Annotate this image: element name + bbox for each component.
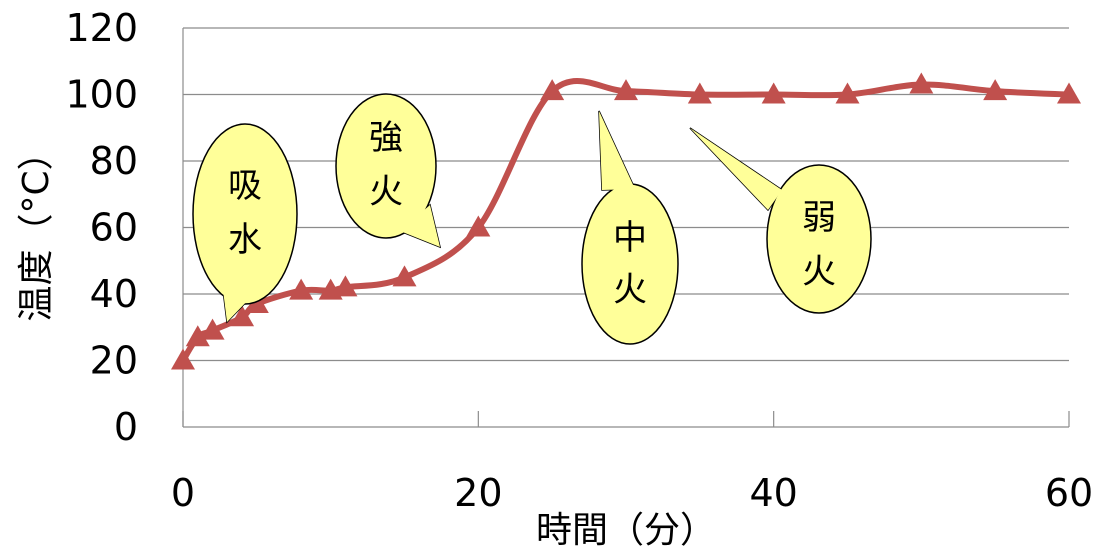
bubble-text: 水 bbox=[228, 220, 262, 260]
y-tick-label: 80 bbox=[90, 139, 138, 183]
data-point-marker bbox=[200, 318, 225, 340]
bubble-body bbox=[335, 93, 437, 239]
bubble-body bbox=[581, 183, 679, 345]
bubble-text: 吸 bbox=[228, 166, 262, 206]
x-axis-title: 時間（分） bbox=[536, 510, 716, 551]
y-tick-label: 100 bbox=[65, 73, 138, 117]
y-tick-label: 40 bbox=[90, 272, 138, 316]
series-temperature bbox=[171, 72, 1081, 370]
y-tick-label: 60 bbox=[90, 206, 138, 250]
y-tick-label: 0 bbox=[114, 405, 138, 449]
bubble-text: 火 bbox=[369, 172, 403, 212]
bubble-body bbox=[192, 123, 298, 305]
bubble-body bbox=[766, 164, 872, 314]
data-point-marker bbox=[466, 215, 491, 237]
y-tick-label: 120 bbox=[65, 6, 138, 50]
bubble-tail-fill bbox=[400, 205, 440, 247]
bubble-tail-fill bbox=[690, 128, 782, 210]
bubble-jakubi: 弱火 bbox=[689, 127, 872, 314]
data-point-marker bbox=[1057, 82, 1081, 104]
data-point-marker bbox=[540, 79, 565, 101]
data-point-marker bbox=[333, 275, 358, 297]
bubble-text: 中 bbox=[613, 218, 647, 258]
x-tick-label: 0 bbox=[171, 471, 195, 515]
data-point-marker bbox=[909, 72, 934, 94]
bubble-kyoubi: 強火 bbox=[335, 93, 442, 249]
bubble-text: 火 bbox=[613, 270, 647, 310]
data-point-marker bbox=[761, 82, 786, 104]
data-point-marker bbox=[614, 79, 638, 101]
x-tick-label: 20 bbox=[454, 471, 502, 515]
x-tick-label: 40 bbox=[749, 471, 797, 515]
data-point-marker bbox=[171, 348, 195, 370]
bubble-tail-fill bbox=[223, 290, 252, 322]
data-point-marker bbox=[185, 325, 210, 347]
data-point-marker bbox=[244, 291, 269, 313]
x-tick-labels: 0 20 40 60 bbox=[171, 471, 1093, 515]
y-tick-label: 20 bbox=[90, 339, 138, 383]
data-point-marker bbox=[289, 278, 314, 300]
bubble-text: 強 bbox=[369, 118, 403, 158]
bubble-kyusui: 吸水 bbox=[192, 123, 298, 324]
data-point-marker bbox=[230, 305, 255, 327]
data-point-marker bbox=[835, 82, 860, 104]
data-point-marker bbox=[392, 265, 417, 287]
bubble-chuubi: 中火 bbox=[581, 110, 679, 345]
y-tick-labels: 0 20 40 60 80 100 120 bbox=[65, 6, 138, 449]
data-point-marker bbox=[687, 82, 712, 104]
x-tick-label: 60 bbox=[1045, 471, 1093, 515]
bubble-text: 火 bbox=[802, 252, 836, 292]
data-point-marker bbox=[983, 79, 1008, 101]
y-axis-title: 温度（°C） bbox=[16, 134, 57, 321]
bubble-tail-fill bbox=[599, 111, 635, 190]
bubble-text: 弱 bbox=[802, 198, 836, 238]
